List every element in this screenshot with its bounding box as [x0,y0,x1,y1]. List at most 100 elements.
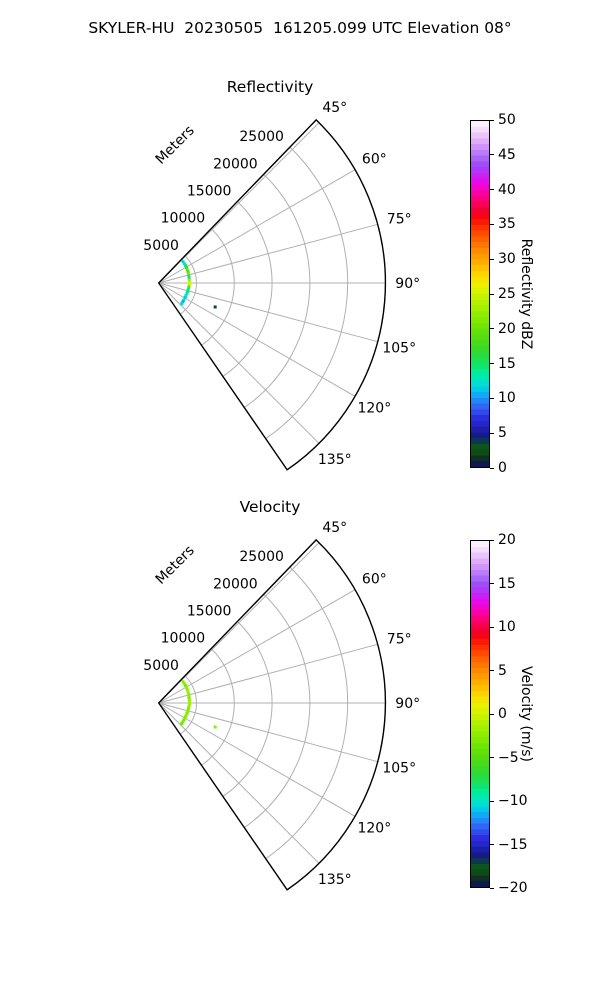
range-tick-labels: 5000 10000 15000 20000 25000 [143,129,284,254]
range-tick-labels: 5000 10000 15000 20000 25000 [143,549,284,674]
data-point [186,289,190,293]
azimuth-tick-label: 75° [387,631,412,647]
range-ring [244,593,311,828]
data-point [184,686,188,690]
data-point [186,287,190,291]
range-tick-label: 25000 [239,129,284,145]
data-point [183,716,187,720]
azimuth-gridline [158,282,320,444]
colorbar-tick [490,363,494,365]
data-point [181,680,185,684]
data-point [186,690,190,694]
azimuth-tick-label: 75° [387,211,412,227]
azimuth-gridline [158,223,378,284]
radar-data-points [180,680,217,729]
range-tick-label: 10000 [161,211,206,227]
range-ring [222,621,273,797]
colorbar-tick-label: 0 [498,706,507,722]
colorbar-tick [490,432,494,434]
data-point [185,268,189,272]
colorbar-tick [490,583,494,584]
data-point [186,272,190,276]
range-ring [265,566,349,860]
data-point [181,260,185,264]
azimuth-tick-label: 45° [322,520,347,536]
azimuth-tick-label: 120° [357,820,391,836]
azimuth-tick-labels: 45° 60° 75° 90° 105° 120° 135° [318,520,420,888]
colorbar-tick-label: 20 [498,320,516,337]
data-point [180,302,184,306]
azimuth-gridline [158,282,378,343]
data-point [181,300,185,304]
radar-data-points [180,260,217,309]
colorbar-gradient [470,540,490,888]
data-point [182,298,186,302]
colorbar-tick-label: 25 [498,286,516,302]
reflectivity-sector-plot: 45° 60° 75° 90° 105° 120° 135° 5000 10000 15000 20… [143,100,420,471]
azimuth-tick-label: 90° [395,276,420,292]
range-ring [265,146,349,440]
colorbar-tick [490,539,494,541]
colorbar-tick-label: 45 [498,146,516,163]
colorbar-tick-label: 15 [498,355,516,372]
data-point [183,296,187,300]
colorbar-tick-label: 15 [498,575,516,592]
data-point [184,714,188,718]
range-ring [179,255,197,315]
colorbar-tick-label: 50 [498,112,516,128]
colorbar-label: Reflectivity dBZ [518,238,534,350]
range-tick-label: 15000 [187,183,232,199]
azimuth-tick-label: 45° [322,100,347,116]
colorbar-tick [490,328,494,330]
azimuth-tick-label: 120° [357,400,391,416]
colorbar-tick-label: −5 [498,749,519,766]
range-ring [201,228,235,346]
range-ring [244,173,311,408]
data-point [184,266,188,270]
range-tick-label: 15000 [187,603,232,619]
colorbar-tick-label: 30 [498,251,516,268]
panel-title-reflectivity: Reflectivity [226,78,314,96]
data-point [184,264,188,268]
colorbar-tick [490,223,494,225]
data-point [213,725,217,729]
data-point [184,294,188,298]
colorbar-tick [490,189,494,191]
colorbar-label: Velocity (m/s) [518,666,534,762]
colorbar-gradient [470,120,490,468]
data-point [187,274,191,278]
azimuth-gridline [158,282,356,397]
range-tick-label: 5000 [143,658,179,674]
data-point [187,698,191,702]
data-point [185,711,189,715]
data-point [187,285,191,289]
data-point [180,722,184,726]
colorbar-tick-label: 35 [498,216,516,233]
radial-axis-label: Meters [153,123,198,168]
colorbar-tick-label: 5 [498,425,507,442]
azimuth-gridline [158,169,356,284]
data-point [187,705,191,709]
colorbar-tick [490,670,494,671]
azimuth-gridline [158,702,320,864]
velocity-colorbar: Velocity (m/s) −20 −15 −10 −5 0 5 10 15 20 [470,533,600,895]
data-point [188,281,192,285]
data-point [187,703,191,707]
azimuth-gridline [158,702,356,817]
data-point [186,692,190,696]
figure-title: SKYLER-HU 20230505 161205.099 UTC Elevat… [88,19,512,37]
colorbar-tick-label: 10 [498,619,516,635]
gridlines [158,542,386,864]
azimuth-tick-label: 135° [318,452,352,468]
colorbar-tick [490,626,494,628]
gridlines [158,122,386,444]
colorbar-tick [490,258,494,260]
panel-title-velocity: Velocity [239,498,301,516]
data-point [184,684,188,688]
data-point [181,720,185,724]
colorbar-tick [490,713,494,715]
range-ring [222,201,273,377]
colorbar-tick-label: −10 [498,793,528,809]
colorbar-tick [490,887,494,889]
azimuth-tick-label: 105° [382,340,416,356]
